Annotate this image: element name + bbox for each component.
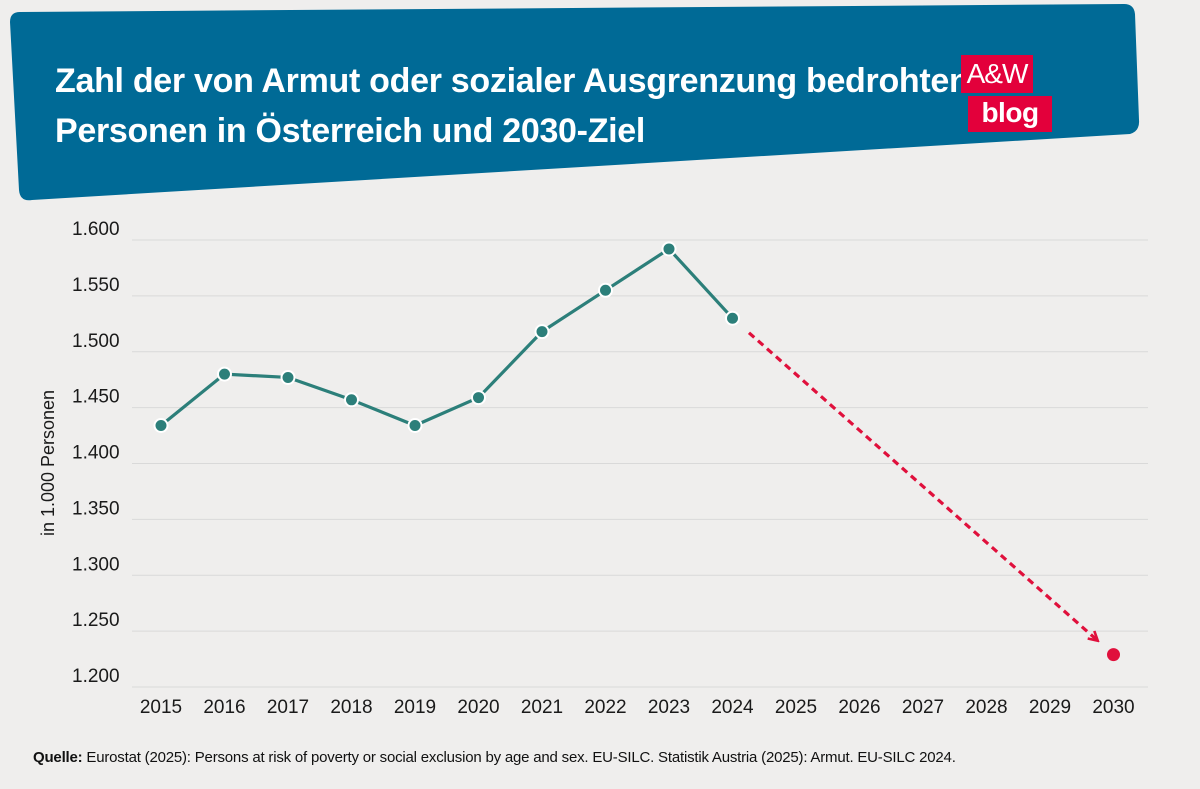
data-point-2021 [534,324,550,340]
source-label: Quelle: [33,749,83,766]
data-point-2015 [153,418,169,434]
x-tick-label: 2015 [140,697,182,718]
y-tick-label: 1.200 [72,666,120,687]
x-tick-label: 2030 [1092,697,1134,718]
x-tick-label: 2016 [203,697,245,718]
x-tick-label: 2023 [648,697,690,718]
x-tick-label: 2024 [711,697,754,718]
chart-title-line-1: Zahl der von Armut oder sozialer Ausgren… [55,62,970,100]
x-tick-label: 2019 [394,697,436,718]
series-line [159,247,734,428]
y-axis-label: in 1.000 Personen [38,390,58,536]
projection-arrow [747,331,1097,640]
data-point-2016 [217,366,232,382]
data-point-2022 [598,282,613,298]
source-text: Eurostat (2025): Persons at risk of pove… [82,749,956,766]
y-tick-label: 1.500 [72,331,120,352]
x-tick-label: 2025 [775,697,817,718]
x-tick-label: 2022 [584,697,626,718]
y-tick-label: 1.550 [72,275,120,296]
x-tick-label: 2029 [1029,697,1071,718]
y-tick-label: 1.250 [72,610,120,631]
data-point-2023 [661,241,677,257]
x-tick-label: 2026 [838,697,880,718]
y-tick-label: 1.450 [72,387,120,408]
data-point-2017 [280,369,296,385]
source-note: Quelle: Eurostat (2025): Persons at risk… [33,749,956,766]
title-banner [10,4,1140,201]
aw-blog-logo-top: A&W [961,55,1033,93]
aw-blog-logo-bottom: blog [968,96,1052,132]
data-point-2020 [471,390,486,406]
x-tick-label: 2020 [457,697,499,718]
y-tick-label: 1.350 [72,498,120,519]
data-point-2024 [725,310,740,326]
x-tick-label: 2017 [267,697,309,718]
y-tick-label: 1.400 [72,443,120,464]
data-point-2018 [344,392,359,408]
x-tick-label: 2027 [902,697,944,718]
data-point-2019 [407,418,423,434]
x-tick-label: 2018 [330,697,372,718]
x-tick-label: 2021 [521,697,563,718]
x-tick-label: 2028 [965,697,1007,718]
target-point-2030 [1107,648,1120,662]
chart-title-line-2: Personen in Österreich und 2030-Ziel [55,112,646,150]
y-tick-label: 1.300 [72,554,120,575]
y-tick-label: 1.600 [72,219,120,240]
